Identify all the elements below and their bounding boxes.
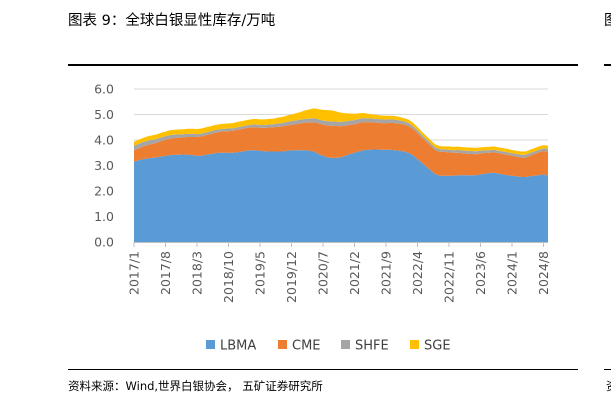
legend-label-cme: CME: [292, 339, 321, 354]
legend: LBMA CME SHFE SGE: [206, 339, 451, 354]
top-rule: [68, 64, 578, 66]
y-tick-label: 3.0: [94, 158, 114, 173]
area-cme: [134, 122, 548, 177]
area-shfe: [134, 118, 548, 158]
source-note: 资料来源：Wind,世界白银协会， 五矿证券研究所: [68, 379, 323, 393]
next-figure-bottom-rule: [604, 369, 611, 370]
next-figure-top-rule: [604, 64, 611, 66]
y-tick-label: 1.0: [94, 209, 114, 224]
legend-swatch-shfe: [341, 340, 350, 349]
x-tick-label: 2021/9: [379, 251, 394, 295]
y-tick-label: 2.0: [94, 184, 114, 199]
legend-label-sge: SGE: [424, 339, 451, 354]
bottom-rule: [68, 369, 578, 370]
x-tick-label: 2021/2: [347, 251, 362, 295]
x-tick-label: 2018/3: [190, 251, 205, 295]
y-tick-label: 5.0: [94, 107, 114, 122]
next-figure-title-fragment: 图: [604, 9, 611, 30]
x-tick-label: 2020/7: [316, 251, 331, 295]
x-tick-label: 2024/8: [536, 251, 551, 295]
x-tick-label: 2024/1: [505, 251, 520, 295]
area-lbma: [134, 149, 548, 242]
area-sge: [134, 108, 548, 155]
area-series: [134, 108, 548, 242]
legend-swatch-sge: [410, 340, 419, 349]
x-tick-label: 2019/12: [284, 251, 299, 303]
legend-label-lbma: LBMA: [220, 339, 256, 354]
x-tick-label: 2018/10: [221, 251, 236, 303]
next-figure-source-fragment: 资: [606, 378, 611, 394]
x-tick-label: 2019/5: [253, 251, 268, 295]
x-tick-label: 2022/4: [410, 251, 425, 295]
chart-title: 图表 9：全球白银显性库存/万吨: [68, 13, 276, 29]
x-tick-label: 2017/8: [158, 251, 173, 295]
legend-swatch-lbma: [206, 340, 215, 349]
y-tick-label: 0.0: [94, 235, 114, 250]
x-tick-label: 2022/11: [442, 251, 457, 303]
x-tick-label: 2023/6: [473, 251, 488, 295]
legend-label-shfe: SHFE: [355, 339, 389, 354]
y-tick-label: 4.0: [94, 133, 114, 148]
axes: 0.0 1.0 2.0 3.0 4.0 5.0 6.0 2017/1 2017/8 2018/3 2…: [94, 82, 551, 303]
y-tick-label: 6.0: [94, 82, 114, 97]
legend-swatch-cme: [278, 340, 287, 349]
x-tick-label: 2017/1: [127, 251, 142, 295]
